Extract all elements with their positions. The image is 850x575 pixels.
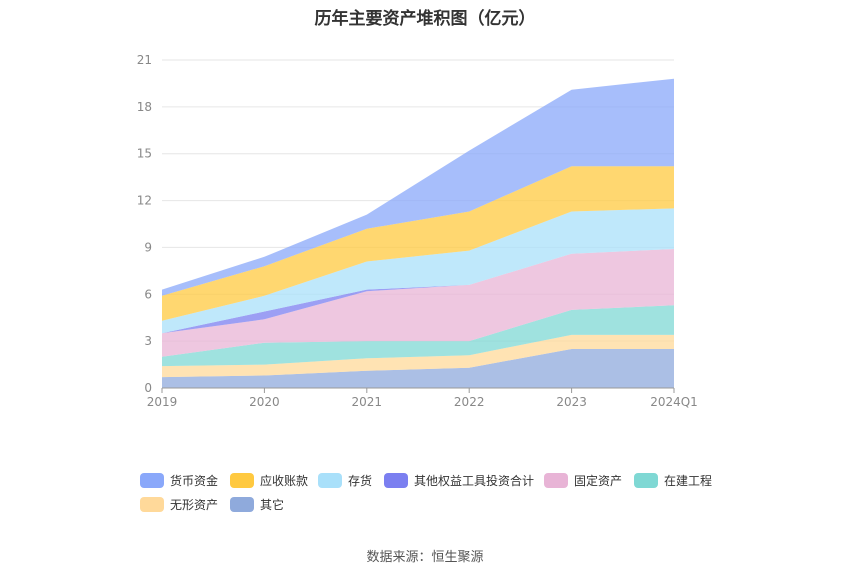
area-series-7[interactable] (162, 78, 674, 296)
legend-label: 其他权益工具投资合计 (414, 474, 535, 488)
legend-label: 存货 (348, 474, 373, 488)
legend-label: 无形资产 (170, 498, 219, 512)
legend-item[interactable]: 其他权益工具投资合计 (384, 472, 534, 489)
y-tick-label: 0 (144, 381, 152, 395)
stacked-area-chart: 0 3 6 9 12 15 18 21 2019 2020 2021 2022 2023 2024Q1 (137, 53, 698, 409)
legend-swatch (230, 473, 254, 488)
legend-swatch (318, 473, 342, 488)
y-tick-label: 9 (144, 240, 152, 254)
y-tick-label: 18 (137, 100, 152, 114)
legend-label: 在建工程 (664, 474, 713, 488)
legend-item[interactable]: 存货 (318, 472, 372, 489)
y-tick-label: 12 (137, 194, 152, 208)
legend-swatch (230, 497, 254, 512)
x-tick-label: 2020 (249, 395, 280, 409)
area-series-1[interactable] (162, 334, 674, 378)
legend-item[interactable]: 在建工程 (634, 472, 712, 489)
legend-item[interactable]: 应收账款 (230, 472, 308, 489)
x-tick-label: 2024Q1 (650, 395, 698, 409)
x-tick-label: 2023 (556, 395, 587, 409)
legend-swatch (634, 473, 658, 488)
area-series-5[interactable] (162, 208, 674, 334)
legend-label: 货币资金 (170, 474, 219, 488)
legend-label: 应收账款 (260, 474, 309, 488)
y-tick-label: 3 (144, 334, 152, 348)
legend-swatch (140, 473, 164, 488)
x-tick-label: 2022 (454, 395, 485, 409)
y-tick-label: 21 (137, 53, 152, 67)
x-tick-label: 2019 (147, 395, 178, 409)
x-tick-label: 2021 (352, 395, 383, 409)
legend-label: 固定资产 (574, 474, 623, 488)
area-series-6[interactable] (162, 166, 674, 321)
legend-swatch (544, 473, 568, 488)
data-source-note: 数据来源：恒生聚源 (366, 550, 484, 565)
area-series-0[interactable] (162, 349, 674, 388)
chart-title: 历年主要资产堆积图（亿元） (314, 9, 536, 29)
legend-swatch (140, 497, 164, 512)
legend-item[interactable]: 其它 (230, 496, 284, 513)
legend-item[interactable]: 固定资产 (544, 472, 622, 489)
legend-item[interactable]: 货币资金 (140, 472, 218, 489)
area-series-2[interactable] (162, 305, 674, 367)
legend-item[interactable]: 无形资产 (140, 496, 218, 513)
legend-label: 其它 (260, 498, 285, 512)
legend-swatch (384, 473, 408, 488)
y-tick-label: 15 (137, 147, 152, 161)
area-series-4[interactable] (162, 249, 674, 334)
area-series-3[interactable] (162, 249, 674, 357)
y-tick-label: 6 (144, 287, 152, 301)
